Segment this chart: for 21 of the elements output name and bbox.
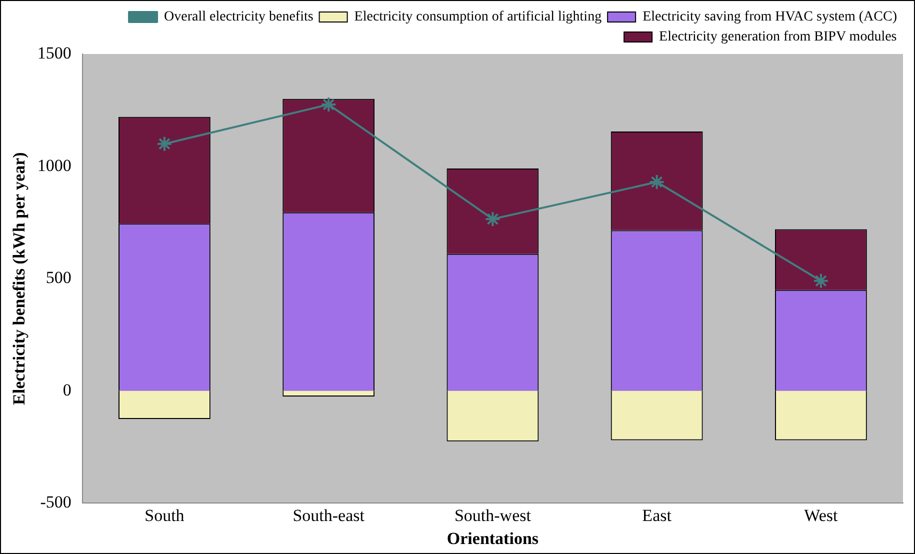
point: [648, 174, 665, 190]
x-tick-label: South: [144, 506, 185, 525]
x-tick-label: South-west: [454, 506, 532, 525]
y-tick-label: 1500: [37, 43, 72, 62]
y-tick-label: 1000: [37, 156, 72, 175]
legend-label: Overall electricity benefits: [164, 10, 314, 25]
x-tick-label: East: [642, 506, 672, 525]
point: [320, 96, 337, 113]
x-tick-label: West: [804, 506, 838, 525]
x-tick-label: South-east: [292, 506, 365, 525]
legend-label: Electricity generation from BIPV modules: [659, 30, 897, 45]
point: [812, 272, 829, 289]
legend-label: Electricity consumption of artificial lighting: [354, 10, 602, 25]
y-tick-label: 500: [46, 268, 72, 288]
point: [484, 211, 501, 228]
y-tick-label: -500: [40, 492, 72, 512]
legend-label: Electricity saving from HVAC system (ACC): [642, 10, 898, 25]
x-axis-title: Orientations: [446, 529, 539, 548]
y-tick-label: 0: [62, 380, 72, 400]
y-axis-title: Electricity benefits (kWh per year): [10, 152, 29, 405]
point: [156, 136, 172, 152]
